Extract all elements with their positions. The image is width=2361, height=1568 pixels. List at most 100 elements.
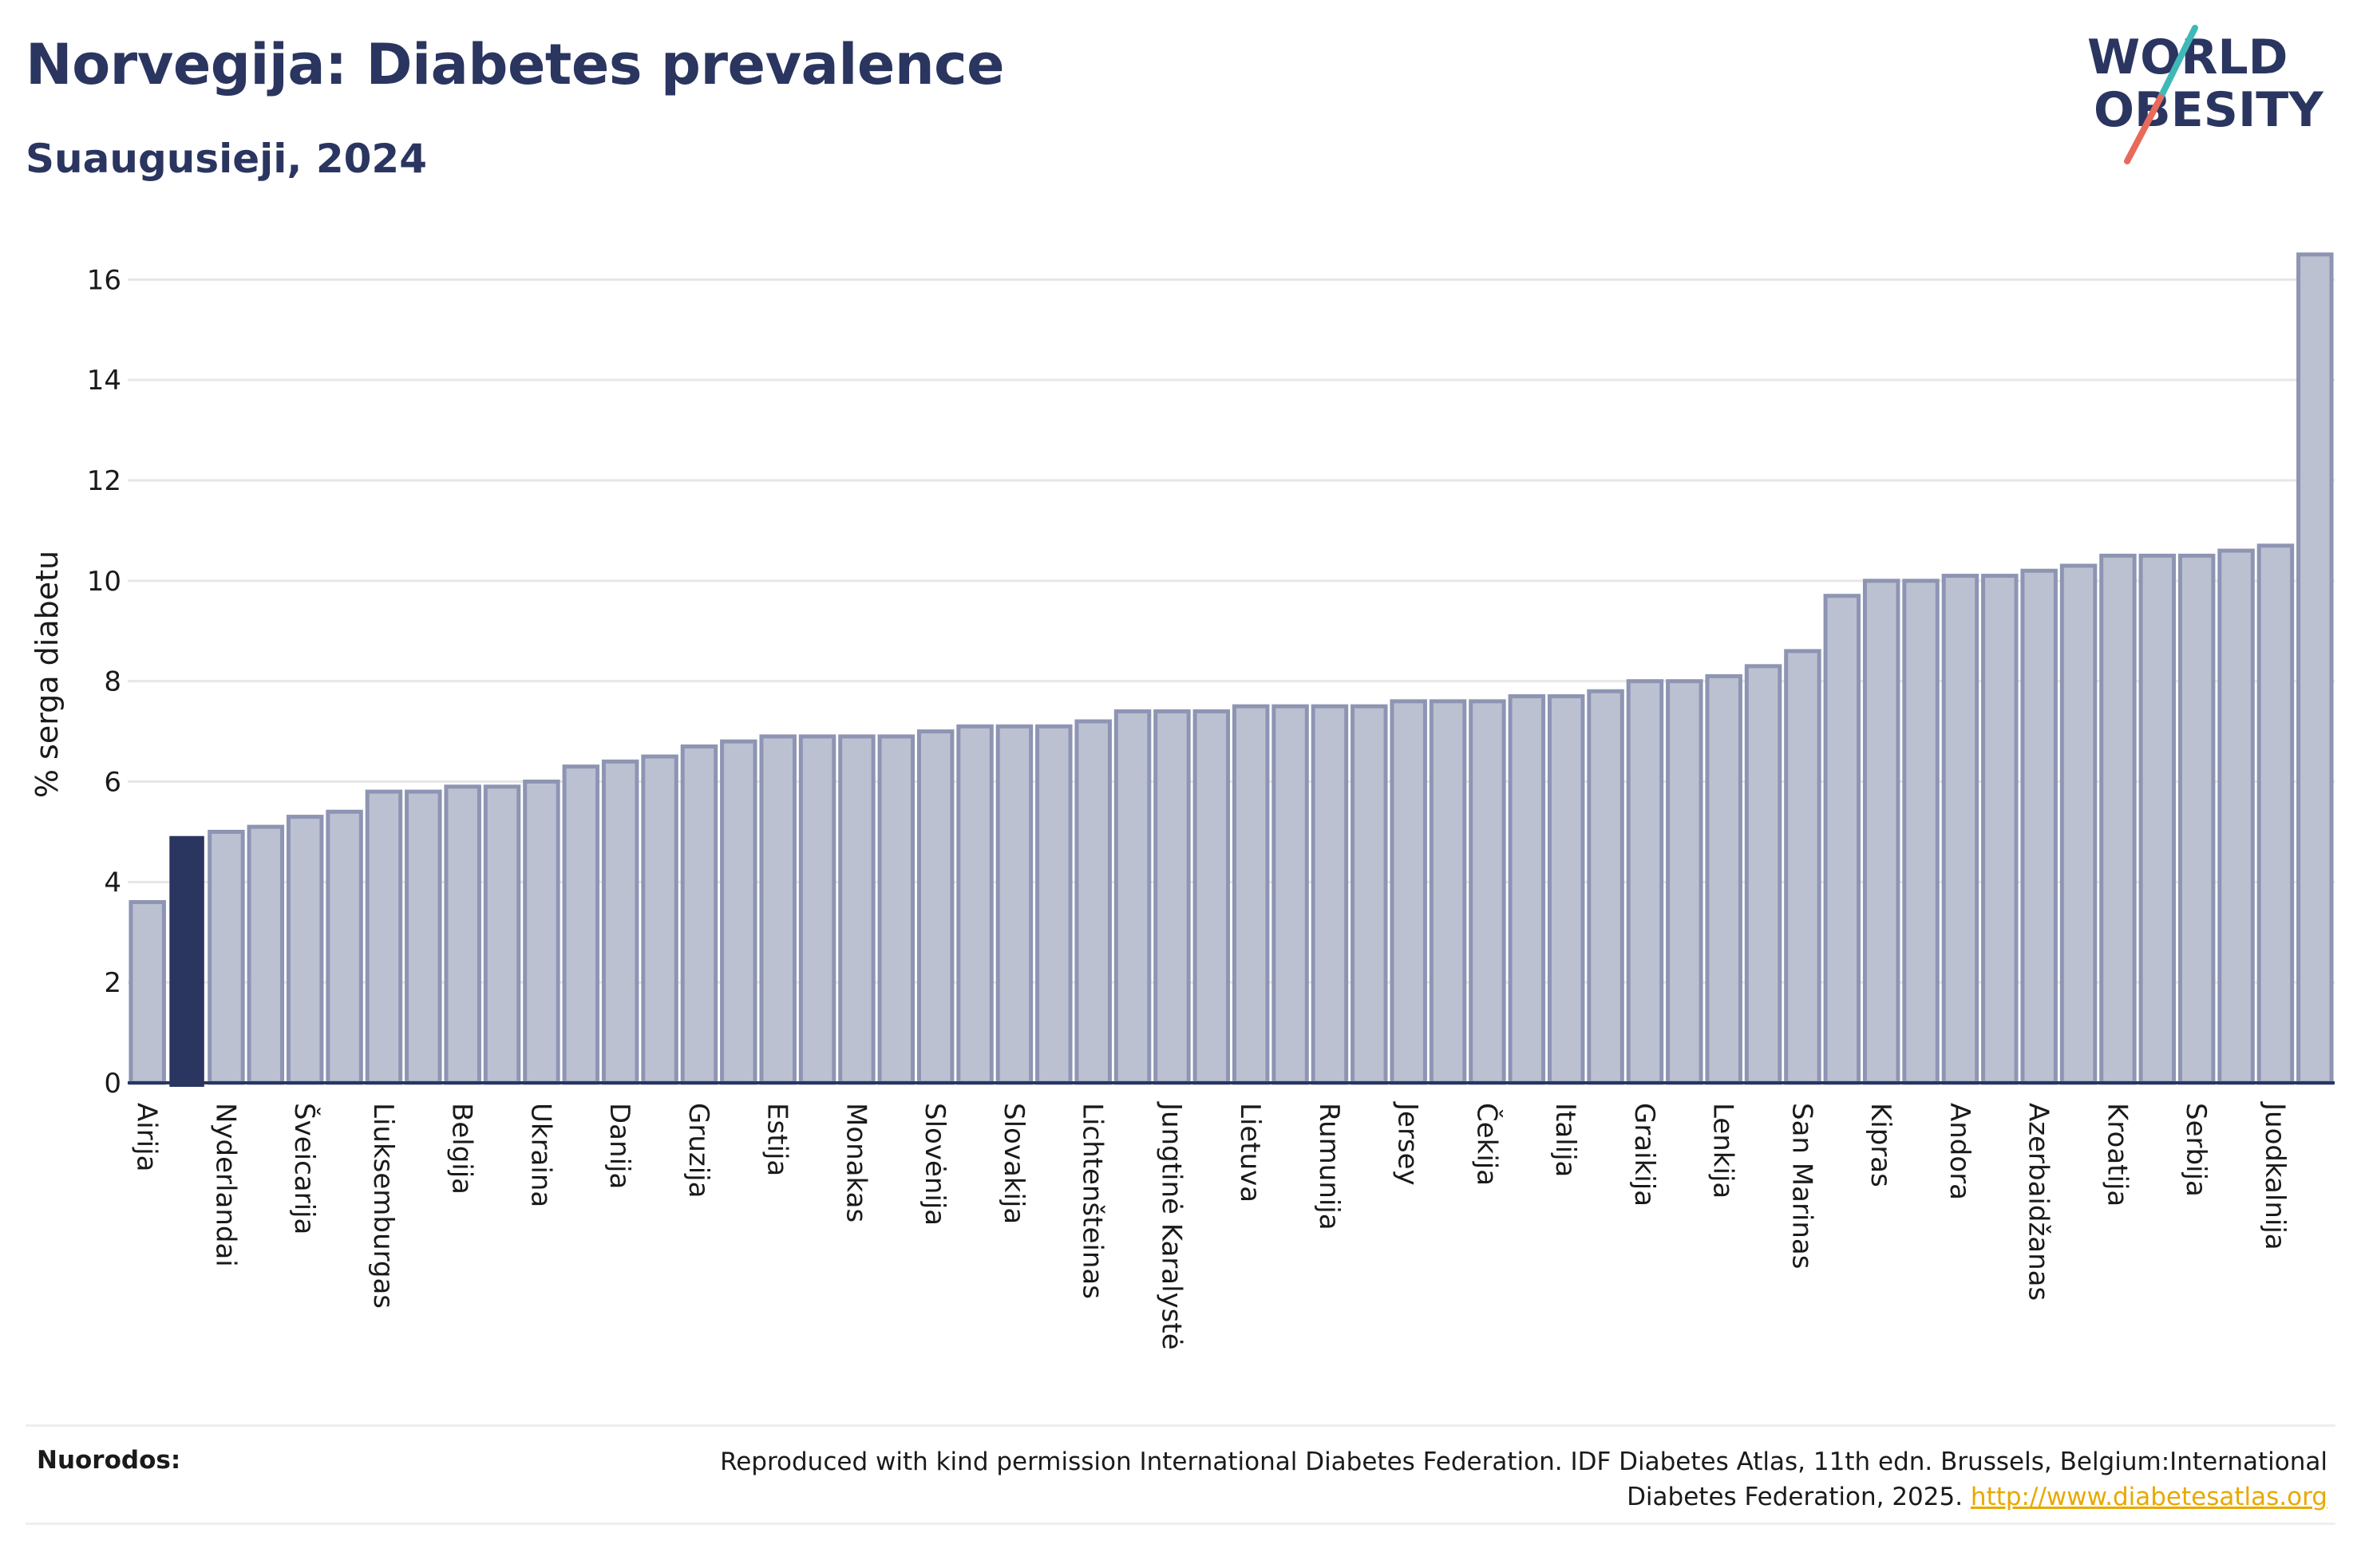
sources-text: Reproduced with kind permission Internat… xyxy=(651,1444,2327,1515)
bar xyxy=(2256,543,2295,1085)
bar xyxy=(1508,694,1546,1085)
bar xyxy=(1666,679,1703,1085)
bar xyxy=(2059,563,2098,1085)
bar xyxy=(2138,553,2177,1085)
x-tick-label: Serbija xyxy=(2180,1103,2212,1197)
x-tick-label: Danija xyxy=(603,1103,635,1189)
bar xyxy=(956,724,994,1085)
bar xyxy=(680,744,718,1085)
x-tick-label: Liuksemburgas xyxy=(367,1103,399,1309)
y-axis-ticks: 0 2 4 6 8 10 12 14 16 xyxy=(87,264,121,1100)
sources-label: Nuorodos: xyxy=(37,1446,181,1475)
x-tick-label: Italija xyxy=(1549,1103,1581,1177)
svg-text:OBESITY: OBESITY xyxy=(2094,82,2324,138)
y-axis-label: % serga diabetu xyxy=(30,551,65,798)
bar xyxy=(1153,709,1191,1085)
bar xyxy=(483,784,521,1085)
bar xyxy=(2020,568,2058,1085)
bar xyxy=(444,784,481,1085)
y-tick-label: 6 xyxy=(104,767,121,799)
bar xyxy=(995,724,1034,1085)
bar xyxy=(720,739,757,1085)
x-tick-label: Lichtenšteinas xyxy=(1077,1103,1109,1299)
y-tick-label: 4 xyxy=(104,867,121,899)
bar xyxy=(2217,548,2255,1085)
x-tick-label: Jersey xyxy=(1392,1101,1424,1186)
x-tick-label: Šveicarija xyxy=(288,1103,321,1234)
x-tick-label: Lenkija xyxy=(1707,1103,1739,1199)
bar xyxy=(1429,699,1467,1085)
bars xyxy=(129,252,2334,1088)
y-tick-label: 2 xyxy=(104,967,121,999)
x-tick-label: Belgija xyxy=(446,1103,478,1195)
bar xyxy=(562,764,600,1085)
x-tick-label: Nyderlandai xyxy=(209,1103,241,1267)
bar xyxy=(1035,724,1073,1085)
bar xyxy=(208,829,245,1085)
bar xyxy=(326,809,363,1085)
bar xyxy=(916,729,955,1085)
x-tick-label: Azerbaidžanas xyxy=(2023,1103,2055,1301)
bar xyxy=(601,759,639,1085)
bar xyxy=(1351,704,1388,1085)
x-tick-label: Slovakija xyxy=(998,1103,1030,1224)
page-subtitle: Suaugusieji, 2024 xyxy=(26,136,427,182)
sources-link[interactable]: http://www.diabetesatlas.org xyxy=(1970,1483,2327,1511)
bar xyxy=(247,824,285,1085)
bar xyxy=(1192,709,1231,1085)
x-tick-label: Andora xyxy=(1944,1103,1975,1200)
x-tick-label: Gruzija xyxy=(682,1103,714,1198)
x-tick-label: Kipras xyxy=(1865,1103,1896,1187)
bar xyxy=(2099,553,2137,1085)
bar xyxy=(1390,699,1427,1085)
x-tick-label: Rumunija xyxy=(1313,1103,1345,1230)
bar xyxy=(1941,574,1979,1085)
bar xyxy=(1113,709,1152,1085)
bar xyxy=(2177,553,2216,1085)
bar xyxy=(1311,704,1349,1085)
bar xyxy=(759,734,797,1085)
y-tick-label: 12 xyxy=(87,465,121,497)
y-tick-label: 0 xyxy=(104,1068,121,1100)
bar xyxy=(1271,704,1309,1085)
y-tick-label: 16 xyxy=(87,264,121,296)
x-tick-label: Kroatija xyxy=(2101,1103,2133,1207)
bar xyxy=(286,815,324,1085)
y-tick-label: 10 xyxy=(87,566,121,598)
bar xyxy=(1587,689,1624,1085)
bar xyxy=(838,734,876,1085)
footer-divider-bottom xyxy=(26,1523,2335,1525)
x-tick-label: Lietuva xyxy=(1234,1103,1266,1203)
x-tick-label: Airija xyxy=(131,1103,163,1171)
bar xyxy=(877,734,916,1085)
footer-divider-top xyxy=(26,1424,2335,1427)
bar xyxy=(1981,574,2019,1085)
bar xyxy=(1074,719,1112,1085)
bar xyxy=(798,734,836,1085)
x-tick-label: Slovėnija xyxy=(919,1103,951,1226)
y-tick-label: 14 xyxy=(87,365,121,397)
bar xyxy=(365,789,403,1085)
x-tick-label: Ukraina xyxy=(524,1103,556,1207)
bar xyxy=(1862,579,1900,1085)
bar xyxy=(1547,694,1585,1085)
bar xyxy=(1823,594,1861,1085)
x-tick-label: Čekija xyxy=(1470,1103,1503,1186)
bar xyxy=(641,754,678,1085)
bar xyxy=(129,900,166,1085)
bar xyxy=(405,789,442,1085)
x-tick-label: Estija xyxy=(761,1103,793,1176)
bar xyxy=(1232,704,1270,1085)
bar xyxy=(1705,673,1742,1085)
x-tick-label: Monakas xyxy=(840,1103,872,1222)
bar xyxy=(1469,699,1506,1085)
x-tick-label: Juodkalnija xyxy=(2259,1101,2291,1250)
sources-citation: Reproduced with kind permission Internat… xyxy=(720,1448,2327,1511)
x-tick-label: Graikija xyxy=(1628,1103,1660,1207)
y-tick-label: 8 xyxy=(104,666,121,698)
bar-chart: 0 2 4 6 8 10 12 14 16 Airija Nyderlandai Šveicarij… xyxy=(30,252,2335,1350)
bar xyxy=(1744,664,1782,1085)
bar xyxy=(523,780,560,1085)
page-title: Norvegija: Diabetes prevalence xyxy=(26,32,1005,97)
bar xyxy=(1784,649,1821,1085)
